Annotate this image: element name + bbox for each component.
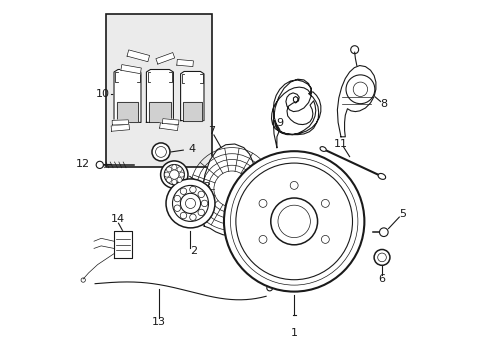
- Circle shape: [172, 185, 208, 221]
- Circle shape: [321, 235, 328, 243]
- Circle shape: [189, 186, 196, 193]
- Circle shape: [96, 161, 103, 168]
- Circle shape: [174, 195, 180, 202]
- Circle shape: [160, 161, 187, 188]
- Circle shape: [377, 253, 386, 262]
- Polygon shape: [337, 66, 375, 137]
- Polygon shape: [117, 102, 138, 122]
- Circle shape: [321, 199, 328, 207]
- Text: 10: 10: [95, 89, 109, 99]
- Circle shape: [352, 82, 367, 96]
- Text: 2: 2: [190, 246, 197, 256]
- Polygon shape: [146, 69, 173, 122]
- Circle shape: [166, 177, 171, 182]
- Polygon shape: [112, 120, 128, 125]
- Text: 12: 12: [76, 159, 90, 169]
- Circle shape: [180, 188, 186, 194]
- Circle shape: [166, 167, 171, 172]
- Circle shape: [155, 147, 166, 157]
- Circle shape: [189, 214, 196, 220]
- Circle shape: [152, 143, 170, 161]
- Polygon shape: [149, 102, 170, 122]
- Polygon shape: [180, 71, 203, 121]
- Polygon shape: [114, 69, 141, 122]
- Circle shape: [180, 212, 186, 219]
- Polygon shape: [177, 59, 193, 67]
- Polygon shape: [162, 119, 179, 125]
- FancyBboxPatch shape: [106, 14, 212, 167]
- Text: 8: 8: [380, 99, 387, 109]
- Circle shape: [185, 198, 195, 208]
- Circle shape: [164, 172, 169, 177]
- Polygon shape: [159, 123, 178, 131]
- Circle shape: [198, 209, 204, 216]
- Polygon shape: [114, 231, 132, 258]
- Text: 7: 7: [207, 126, 215, 136]
- Ellipse shape: [377, 174, 385, 179]
- Circle shape: [180, 193, 200, 213]
- Circle shape: [174, 205, 180, 211]
- Circle shape: [270, 198, 317, 245]
- Text: 11: 11: [333, 139, 347, 149]
- Circle shape: [259, 199, 266, 207]
- Text: 3: 3: [203, 182, 210, 192]
- Circle shape: [171, 165, 177, 170]
- Circle shape: [164, 165, 184, 185]
- Polygon shape: [271, 79, 320, 148]
- Circle shape: [198, 191, 204, 198]
- Circle shape: [277, 205, 310, 238]
- Circle shape: [373, 249, 389, 265]
- Circle shape: [177, 167, 182, 172]
- Polygon shape: [202, 144, 260, 236]
- Polygon shape: [183, 102, 201, 121]
- Polygon shape: [111, 124, 129, 131]
- Polygon shape: [121, 64, 141, 74]
- Text: 4: 4: [187, 144, 195, 154]
- Text: 9: 9: [276, 118, 283, 128]
- Circle shape: [177, 177, 182, 182]
- Circle shape: [289, 181, 298, 189]
- Circle shape: [169, 170, 179, 179]
- Text: 6: 6: [378, 274, 385, 284]
- Circle shape: [224, 151, 364, 292]
- Circle shape: [166, 179, 215, 228]
- Text: 1: 1: [290, 328, 297, 338]
- Ellipse shape: [320, 147, 325, 152]
- Text: 14: 14: [110, 214, 124, 224]
- Text: 5: 5: [399, 209, 406, 219]
- Circle shape: [259, 235, 266, 243]
- Polygon shape: [156, 53, 174, 64]
- Polygon shape: [127, 50, 149, 62]
- Circle shape: [171, 179, 177, 184]
- Circle shape: [201, 200, 207, 207]
- Text: 13: 13: [151, 317, 165, 327]
- Circle shape: [179, 172, 184, 177]
- Circle shape: [379, 228, 387, 237]
